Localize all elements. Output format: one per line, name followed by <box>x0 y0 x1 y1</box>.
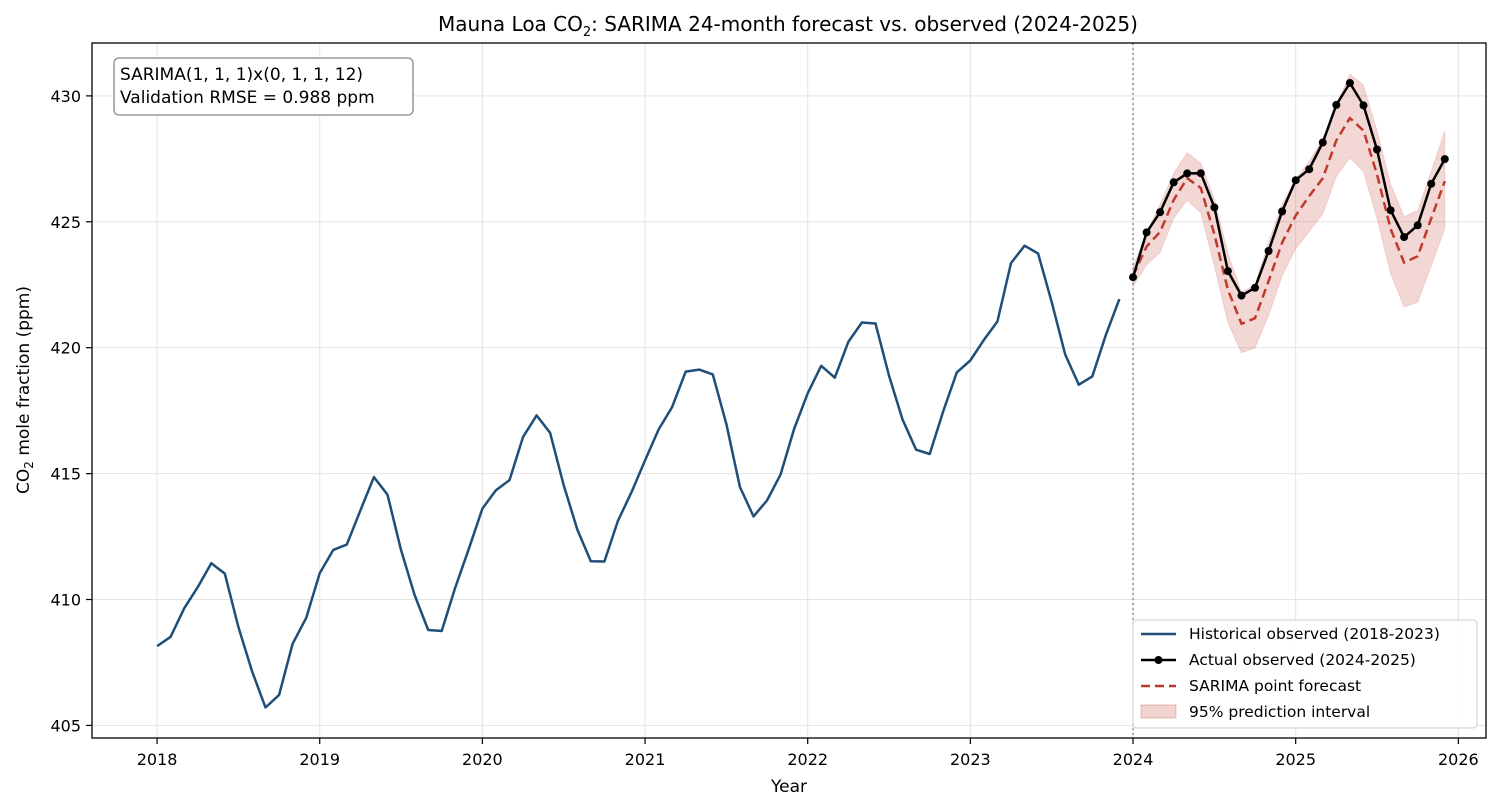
x-tick-label: 2021 <box>625 750 666 769</box>
legend-swatch-interval <box>1140 704 1177 719</box>
actual-point <box>1264 247 1273 255</box>
legend-label-interval: 95% prediction interval <box>1189 703 1370 721</box>
x-tick-label: 2023 <box>950 750 991 769</box>
legend-label-historical: Historical observed (2018-2023) <box>1189 625 1440 643</box>
plot-area <box>156 43 1449 738</box>
actual-point <box>1427 179 1436 188</box>
annotation-line-1: SARIMA(1, 1, 1)x(0, 1, 1, 12) <box>120 65 363 85</box>
legend-swatch-actual-marker <box>1154 656 1163 664</box>
legend-label-actual: Actual observed (2024-2025) <box>1189 651 1416 669</box>
legend-entry-actual: Actual observed (2024-2025) <box>1141 651 1416 669</box>
actual-point <box>1291 176 1300 185</box>
forecast-series-line <box>1131 116 1446 326</box>
actual-point <box>1237 291 1246 300</box>
actual-point <box>1142 228 1151 237</box>
actual-point <box>1386 206 1395 215</box>
legend-entry-interval: 95% prediction interval <box>1140 703 1370 721</box>
legend: Historical observed (2018-2023) Actual o… <box>1132 619 1478 729</box>
x-tick-label: 2024 <box>1113 750 1154 769</box>
actual-point <box>1400 233 1409 242</box>
actual-point <box>1183 169 1192 178</box>
y-axis-label: CO2 mole fraction (ppm) <box>14 286 36 494</box>
y-tick-label: 415 <box>50 465 81 484</box>
y-tick-label: 410 <box>50 591 81 610</box>
x-tick-label: 2019 <box>299 750 340 769</box>
historical-series-line <box>156 244 1121 709</box>
actual-point <box>1345 79 1354 87</box>
ticks: 2018 2019 2020 2021 2022 2023 2024 2025 2026 405 4… <box>50 87 1478 769</box>
actual-point <box>1129 273 1137 282</box>
y-tick-label: 420 <box>50 339 81 358</box>
x-tick-label: 2018 <box>137 750 178 769</box>
actual-point <box>1169 178 1178 187</box>
legend-entry-forecast: SARIMA point forecast <box>1141 677 1361 695</box>
actual-point <box>1196 169 1205 178</box>
actual-point <box>1318 138 1327 147</box>
y-tick-label: 425 <box>50 213 81 232</box>
y-tick-label: 405 <box>50 716 81 735</box>
actual-point <box>1332 100 1341 109</box>
actual-point <box>1278 207 1287 216</box>
actual-point <box>1305 165 1314 174</box>
actual-point <box>1251 283 1259 292</box>
annotation-box: SARIMA(1, 1, 1)x(0, 1, 1, 12) Validation… <box>113 57 414 116</box>
legend-label-forecast: SARIMA point forecast <box>1189 677 1361 695</box>
x-axis-label: Year <box>770 777 807 797</box>
x-tick-label: 2022 <box>787 750 828 769</box>
actual-point <box>1210 203 1219 212</box>
chart-title: Mauna Loa CO2: SARIMA 24-month forecast … <box>438 12 1138 40</box>
actual-point <box>1373 145 1381 154</box>
plot-frame <box>91 42 1487 739</box>
legend-entry-historical: Historical observed (2018-2023) <box>1141 625 1440 643</box>
annotation-line-2: Validation RMSE = 0.988 ppm <box>120 88 375 108</box>
actual-point <box>1359 101 1368 110</box>
x-tick-label: 2020 <box>462 750 503 769</box>
actual-point <box>1223 267 1232 276</box>
x-tick-label: 2026 <box>1438 750 1479 769</box>
x-tick-label: 2025 <box>1275 750 1316 769</box>
actual-point <box>1440 155 1449 164</box>
actual-point <box>1413 221 1422 230</box>
y-tick-label: 430 <box>50 87 81 106</box>
actual-point <box>1156 208 1165 217</box>
